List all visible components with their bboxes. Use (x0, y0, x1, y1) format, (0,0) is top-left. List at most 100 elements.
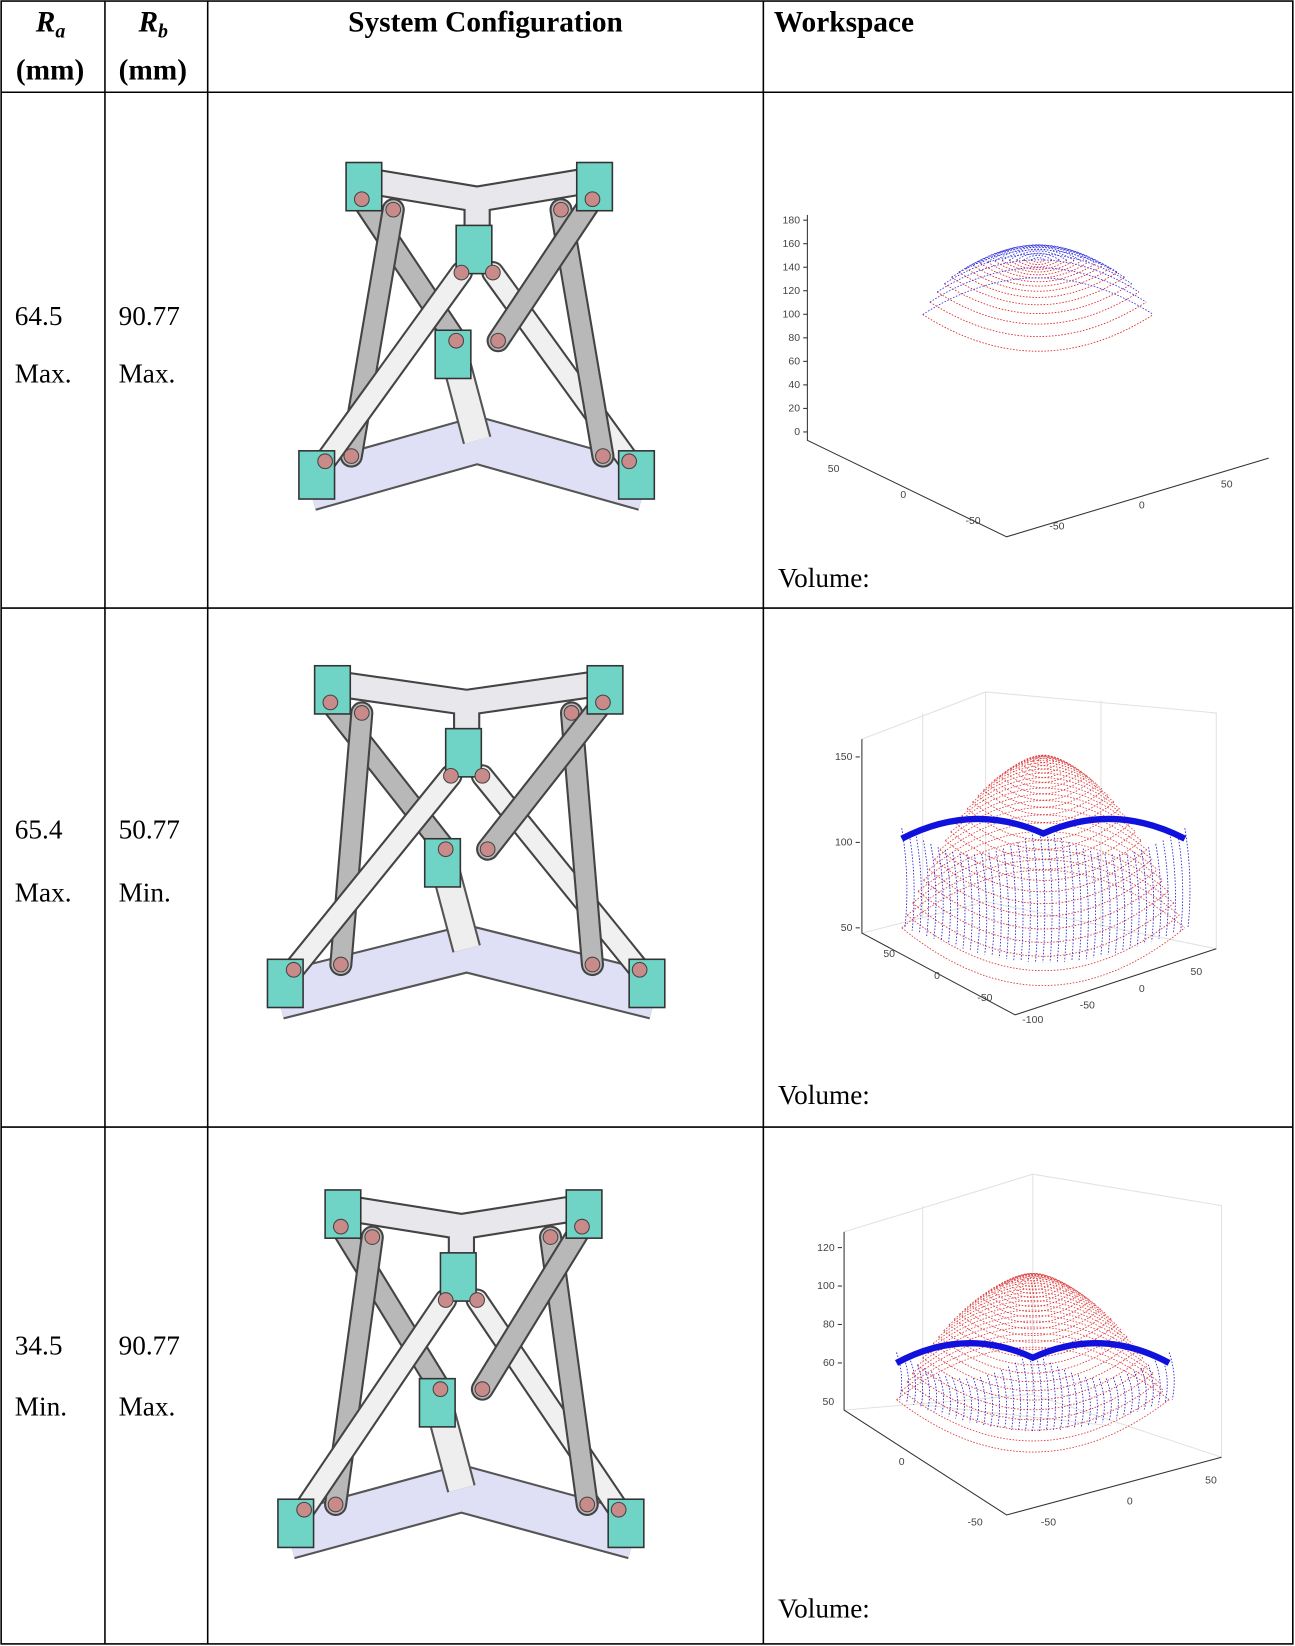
surface-lower (944, 849, 951, 944)
ra-value: 64.5 (15, 301, 63, 331)
surface-lower (1133, 1371, 1140, 1413)
joint (469, 1292, 485, 1308)
robot-illustration (266, 664, 666, 1020)
joint (322, 694, 339, 711)
surface-lower (1140, 849, 1147, 944)
surface-back (917, 839, 1169, 892)
surface-front (951, 276, 1125, 306)
y-tick-label: 50 (1205, 1475, 1217, 1486)
surface-lower (908, 832, 915, 931)
surface-lower (1039, 830, 1046, 963)
joint (584, 956, 601, 973)
joint (353, 705, 370, 721)
surface-lower (1010, 845, 1017, 961)
surface-back (1026, 755, 1060, 763)
surface-lower (1053, 834, 1060, 963)
surface-lower (910, 1360, 917, 1405)
teal-block (423, 837, 462, 888)
surface-lower (1098, 1378, 1105, 1423)
joint (595, 694, 611, 711)
surface-lower (973, 854, 980, 953)
surface-lower (915, 836, 922, 934)
z-tick-label: 60 (788, 356, 800, 367)
robot-illustration (277, 1189, 645, 1560)
surface-back (948, 1292, 1117, 1326)
surface-lower (986, 1375, 993, 1427)
surface-back (965, 245, 1111, 269)
z-tick-label: 80 (823, 1320, 835, 1331)
surface-lower (1000, 1369, 1007, 1430)
surface-lower (1075, 845, 1082, 961)
surface-back (951, 249, 1125, 278)
plot-grid (861, 691, 1217, 950)
surface-lower (979, 1376, 986, 1426)
surface-back (939, 807, 1147, 851)
joint (332, 956, 349, 973)
surface-front (927, 1350, 1138, 1392)
surface-back (980, 244, 1096, 264)
surface-back (901, 1339, 1165, 1391)
surface-back (974, 1278, 1091, 1301)
surface-back (1006, 1273, 1060, 1284)
x-tick-label: -50 (977, 993, 992, 1004)
y-tick-label: 50 (1221, 480, 1233, 491)
surface-back (988, 762, 1098, 786)
surface-lower (1162, 840, 1169, 937)
ra-value: 34.5 (15, 1331, 63, 1361)
z-tick-label: 50 (841, 923, 853, 934)
surface-back (936, 259, 1140, 293)
header-workspace: Workspace (774, 6, 914, 38)
z-tick-label: 140 (783, 262, 801, 273)
surface-front (906, 914, 1180, 971)
surface-lower (1031, 834, 1038, 963)
surface-lower (931, 1371, 938, 1413)
surface-back (944, 253, 1132, 285)
joint (579, 1496, 596, 1513)
y-tick-label: -50 (1049, 521, 1064, 532)
x-tick-label: 0 (934, 971, 940, 982)
z-tick-label: 100 (817, 1281, 835, 1292)
surface-front (923, 879, 1164, 930)
surface-back (953, 1288, 1112, 1320)
subscript: a (55, 21, 65, 43)
surface-front (1008, 259, 1068, 270)
z-tick-label: 100 (783, 309, 801, 320)
surface-lower (945, 1375, 952, 1417)
surface-front (922, 1357, 1144, 1401)
surface-front (983, 789, 1104, 815)
surface-back (928, 822, 1158, 870)
surface-lower (1097, 852, 1104, 957)
surface-lower (959, 1378, 965, 1421)
leg (284, 766, 461, 980)
teal-block (277, 1498, 315, 1549)
surface-lower (1090, 850, 1097, 958)
surface-lower (1154, 1360, 1161, 1405)
y-tick-label: 0 (1127, 1496, 1133, 1507)
y-tick-label: 0 (1139, 984, 1145, 995)
surface-back (987, 245, 1089, 263)
surface-back (901, 869, 1186, 929)
surface-lower (965, 1378, 972, 1423)
rb-note: Max. (119, 1391, 176, 1421)
joint (479, 841, 496, 858)
ra-note: Max. (15, 878, 72, 908)
z-tick-label: 180 (783, 215, 801, 226)
joint (621, 453, 638, 470)
joint (332, 1218, 349, 1235)
surface-back (969, 1280, 1096, 1306)
surface-front (1011, 1281, 1055, 1291)
surface-front (917, 1365, 1149, 1411)
z-tick-label: 160 (783, 239, 801, 250)
surface-lower (1105, 1378, 1112, 1421)
z-tick-label: 20 (788, 404, 800, 415)
joint (296, 1501, 313, 1518)
joint (553, 201, 569, 218)
joint (343, 448, 360, 464)
joint (453, 264, 470, 281)
x-tick-label: 50 (883, 949, 895, 960)
surface-lower (966, 854, 973, 951)
surface-front (1015, 765, 1071, 778)
surface-lower (1061, 838, 1067, 962)
leg (472, 1217, 592, 1399)
leg (331, 703, 372, 974)
